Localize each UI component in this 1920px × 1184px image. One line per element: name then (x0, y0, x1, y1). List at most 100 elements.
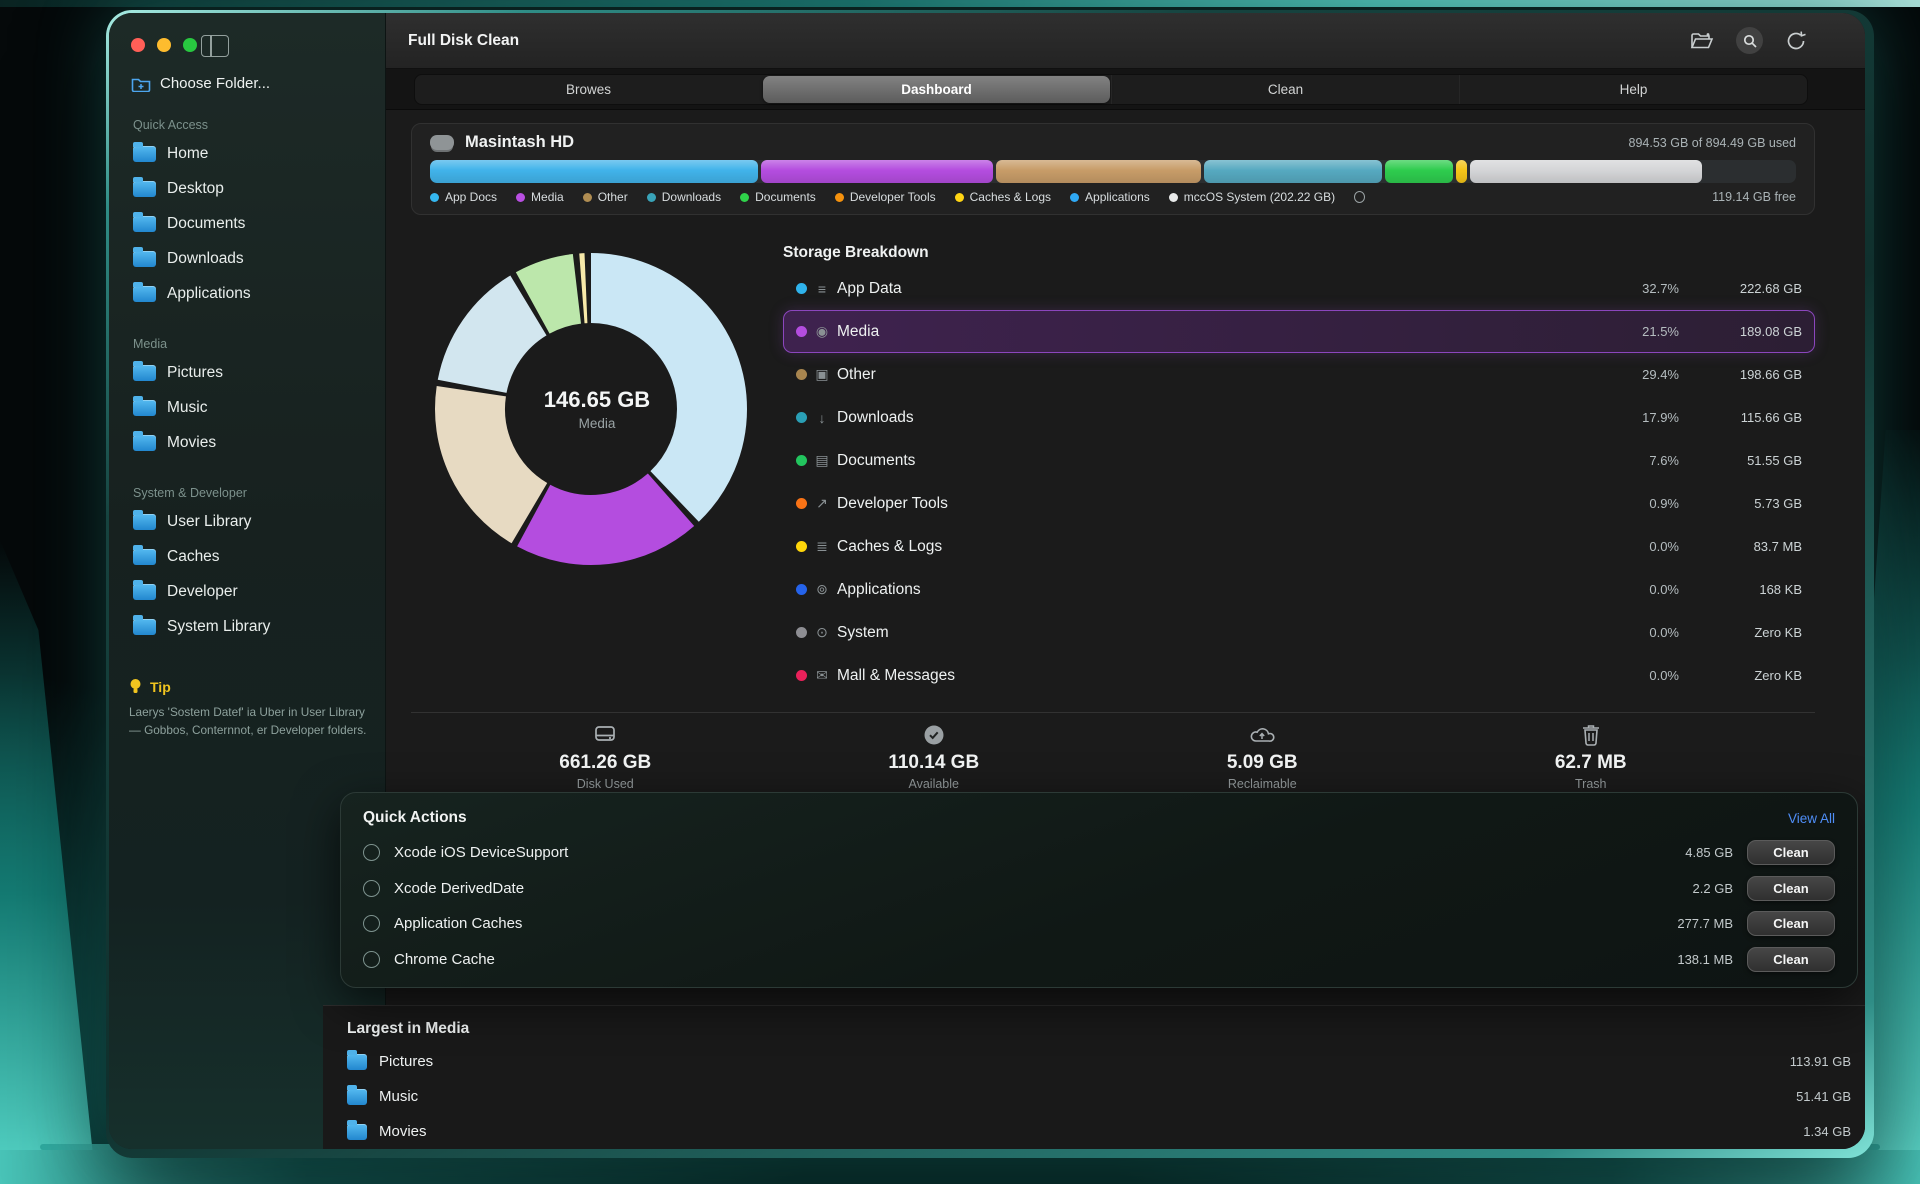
largest-row-pictures[interactable]: Pictures 113.91 GB (347, 1044, 1851, 1079)
zoom-button[interactable] (183, 38, 197, 52)
sidebar-item-caches[interactable]: Caches (109, 539, 385, 574)
other-icon: ▣ (815, 366, 829, 382)
disk-usage-bar (430, 160, 1796, 183)
sidebar-item-label: Documents (167, 214, 246, 232)
sidebar-item-music[interactable]: Music (109, 390, 385, 425)
breakdown-row-other[interactable]: ▣ Other 29.4% 198.66 GB (783, 353, 1815, 396)
close-button[interactable] (131, 38, 145, 52)
stat-value: 110.14 GB (888, 752, 980, 773)
quick-action-size: 277.7 MB (1677, 916, 1733, 932)
sidebar-item-system-library[interactable]: System Library (109, 609, 385, 644)
breakdown-row-applications[interactable]: ⊚ Applications 0.0% 168 KB (783, 568, 1815, 611)
folder-icon (133, 176, 156, 197)
breakdown-row-app-data[interactable]: ≡ App Data 32.7% 222.68 GB (783, 267, 1815, 310)
sidebar-item-developer[interactable]: Developer (109, 574, 385, 609)
search-button[interactable] (1736, 27, 1763, 54)
breakdown-label: Documents (837, 451, 916, 469)
disk-used-text: 894.53 GB of 894.49 GB used (1628, 135, 1796, 150)
legend-label: Media (531, 190, 564, 204)
donut-segment-downloads[interactable] (435, 253, 747, 565)
breakdown-row-mall-messages[interactable]: ✉ Mall & Messages 0.0% Zero KB (783, 654, 1815, 697)
largest-row-movies[interactable]: Movies 1.34 GB (347, 1114, 1851, 1149)
breakdown-label: Downloads (837, 408, 914, 426)
downloads-icon: ↓ (818, 409, 826, 426)
tip-text: Laerys 'Sostem Datef' ia Uber in User Li… (129, 705, 367, 738)
clean-button[interactable]: Clean (1747, 911, 1835, 937)
cloud-icon (1250, 728, 1275, 742)
donut-segment-caches-logs[interactable] (435, 253, 747, 565)
breakdown-percent: 0.0% (1649, 539, 1679, 554)
sidebar-item-user-library[interactable]: User Library (109, 504, 385, 539)
sidebar-item-label: Pictures (167, 363, 223, 381)
tab-help[interactable]: Help (1459, 74, 1807, 104)
developer-tools-icon: ↗ (816, 495, 828, 511)
segmented-control: Browes Dashboard Clean Help (414, 73, 1808, 105)
donut-segment-documents[interactable] (427, 245, 756, 574)
breakdown-size: 189.08 GB (1739, 324, 1802, 339)
refresh-button[interactable] (1785, 30, 1807, 52)
legend-item: mccOS System (202.22 GB) (1168, 190, 1335, 204)
donut-segment-media[interactable] (420, 238, 762, 580)
clean-button[interactable]: Clean (1747, 875, 1835, 901)
breakdown-row-downloads[interactable]: ↓ Downloads 17.9% 115.66 GB (783, 396, 1815, 439)
breakdown-size: 5.73 GB (1754, 496, 1802, 511)
breakdown-row-caches-logs[interactable]: ≣ Caches & Logs 0.0% 83.7 MB (783, 525, 1815, 568)
breakdown-row-documents[interactable]: ▤ Documents 7.6% 51.55 GB (783, 439, 1815, 482)
legend-item (1354, 191, 1366, 203)
radio-button-icon[interactable] (363, 950, 380, 968)
clean-button[interactable]: Clean (1747, 946, 1835, 972)
legend-dot-icon (646, 192, 656, 202)
clean-button[interactable]: Clean (1747, 840, 1835, 866)
minimize-button[interactable] (157, 38, 171, 52)
folder-icon (347, 1049, 367, 1070)
folder-icon (133, 430, 156, 451)
quick-action-row-chrome-cache: Chrome Cache 138.1 MB Clean (363, 942, 1835, 978)
bar-segment-media (760, 160, 994, 183)
breakdown-percent: 0.0% (1649, 582, 1679, 597)
largest-row-size: 1.34 GB (1803, 1124, 1851, 1139)
sidebar-item-home[interactable]: Home (109, 136, 385, 171)
breakdown-label: Mall & Messages (837, 666, 956, 684)
sidebar-item-pictures[interactable]: Pictures (109, 355, 385, 390)
sidebar-item-downloads[interactable]: Downloads (109, 241, 385, 276)
choose-folder-button[interactable]: Choose Folder... (131, 75, 385, 92)
view-all-link[interactable]: View All (1787, 810, 1835, 826)
disk-stats-row: 661.26 GB Disk Used 110.14 GB Available (411, 723, 1815, 791)
titlebar: Full Disk Clean (386, 13, 1865, 69)
quick-actions-rows: Xcode iOS DeviceSupport 4.85 GB Clean Xcode… (363, 835, 1835, 977)
radio-button-icon[interactable] (363, 915, 380, 933)
radio-button-icon[interactable] (363, 844, 380, 862)
sidebar-item-label: Desktop (167, 179, 224, 197)
sidebar-item-desktop[interactable]: Desktop (109, 171, 385, 206)
tab-dashboard[interactable]: Dashboard (763, 75, 1110, 103)
donut-segment-app-data[interactable] (435, 253, 747, 565)
sidebar-item-label: Caches (167, 547, 220, 565)
disk-name: Masintash HD (465, 133, 575, 151)
open-folder-button[interactable] (1690, 31, 1714, 50)
bar-segment-macos-system (1469, 160, 1702, 183)
breakdown-percent: 0.0% (1649, 668, 1679, 683)
sidebar-item-documents[interactable]: Documents (109, 206, 385, 241)
tab-clean[interactable]: Clean (1111, 74, 1459, 104)
breakdown-row-system[interactable]: ⊙ System 0.0% Zero KB (783, 611, 1815, 654)
breakdown-size: 115.66 GB (1740, 410, 1802, 425)
quick-action-label: Xcode DerivedDate (394, 879, 525, 897)
folder-icon (133, 360, 156, 381)
tab-browse[interactable]: Browes (565, 81, 611, 97)
category-dot-icon (796, 369, 807, 380)
sidebar-item-applications[interactable]: Applications (109, 276, 385, 311)
sidebar-item-movies[interactable]: Movies (109, 425, 385, 460)
tip-title: Tip (150, 678, 171, 695)
folder-icon (347, 1119, 367, 1140)
largest-row-music[interactable]: Music 51.41 GB (347, 1079, 1851, 1114)
section-divider (411, 712, 1815, 713)
radio-button-icon[interactable] (363, 879, 380, 897)
breakdown-row-developer-tools[interactable]: ↗ Developer Tools 0.9% 5.73 GB (783, 482, 1815, 525)
folder-icon (133, 509, 156, 530)
legend-item: Media (516, 190, 564, 204)
sidebar-toggle-icon[interactable] (201, 35, 229, 57)
largest-in-media-title: Largest in Media (347, 1020, 470, 1037)
breakdown-row-media[interactable]: ◉ Media 21.5% 189.08 GB (783, 310, 1815, 353)
storage-breakdown-title: Storage Breakdown (783, 244, 929, 261)
